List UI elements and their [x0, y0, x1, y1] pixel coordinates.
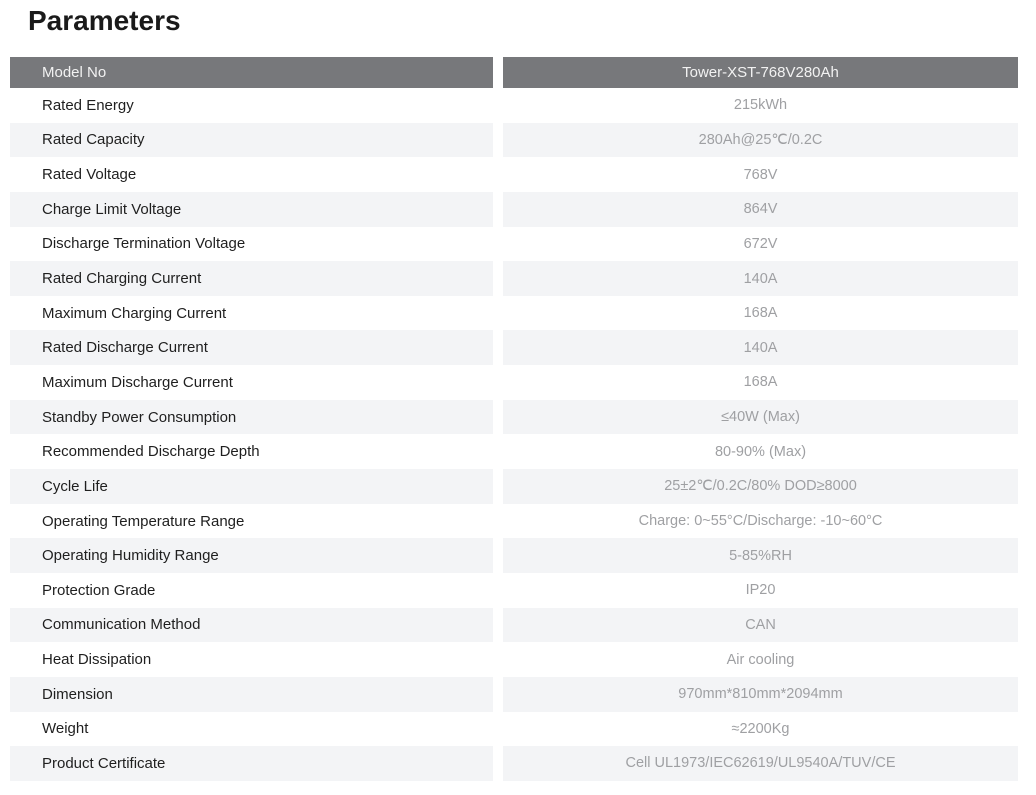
table-row: Cycle Life 25±2℃/0.2C/80% DOD≥8000: [10, 469, 1018, 504]
table-row: Maximum Discharge Current 168A: [10, 365, 1018, 400]
row-label: Recommended Discharge Depth: [42, 443, 260, 461]
table-row: Maximum Charging Current 168A: [10, 295, 1018, 331]
row-label: Communication Method: [10, 607, 493, 643]
row-label: Heat Dissipation: [42, 651, 152, 669]
column-gap: [493, 642, 503, 677]
table-row: Weight ≈2200Kg: [10, 711, 1018, 747]
row-value: 768V: [743, 166, 778, 183]
column-gap: [493, 157, 503, 192]
row-value: 140A: [503, 330, 1018, 366]
row-value: Air cooling: [726, 651, 795, 668]
column-gap: [493, 746, 503, 781]
table-body: Rated Energy 215kWh Rated Capacity 280Ah…: [10, 88, 1018, 781]
column-gap: [493, 330, 503, 366]
column-gap: [493, 88, 503, 123]
row-value: 168A: [743, 374, 778, 391]
row-value: ≈2200Kg: [731, 720, 790, 737]
table-header-row: Model No Tower-XST-768V280Ah: [10, 57, 1018, 88]
row-value: ≤40W (Max): [503, 399, 1018, 435]
table-row: Recommended Discharge Depth 80-90% (Max): [10, 434, 1018, 470]
row-label: Operating Temperature Range: [42, 512, 245, 530]
column-gap: [493, 399, 503, 435]
column-gap: [493, 607, 503, 643]
row-label: Rated Energy: [42, 96, 134, 114]
row-label: Discharge Termination Voltage: [42, 235, 246, 253]
row-value: 168A: [743, 305, 778, 322]
page-title: Parameters: [28, 5, 181, 36]
table-row: Rated Charging Current 140A: [10, 261, 1018, 296]
table-row: Charge Limit Voltage 864V: [10, 191, 1018, 227]
table-row: Rated Energy 215kWh: [10, 88, 1018, 123]
row-label: Maximum Discharge Current: [42, 373, 233, 391]
table-row: Operating Humidity Range 5-85%RH: [10, 538, 1018, 573]
row-label: Protection Grade: [42, 581, 156, 599]
row-label: Standby Power Consumption: [10, 399, 493, 435]
row-value: Cell UL1973/IEC62619/UL9540A/TUV/CE: [503, 746, 1018, 781]
row-value: Charge: 0~55°C/Discharge: -10~60°C: [638, 513, 883, 529]
table-row: Rated Capacity 280Ah@25℃/0.2C: [10, 122, 1018, 158]
row-value: CAN: [503, 607, 1018, 643]
column-gap: [493, 572, 503, 608]
table-row: Discharge Termination Voltage 672V: [10, 226, 1018, 262]
column-gap: [493, 365, 503, 400]
table-row: Product Certificate Cell UL1973/IEC62619…: [10, 746, 1018, 781]
column-gap: [493, 711, 503, 747]
row-label: Weight: [42, 720, 89, 738]
table-row: Protection Grade IP20: [10, 572, 1018, 608]
column-gap: [493, 503, 503, 539]
row-value: 140A: [503, 261, 1018, 296]
column-gap: [493, 57, 503, 88]
row-value: 672V: [743, 235, 778, 252]
row-label: Rated Charging Current: [10, 261, 493, 296]
row-value: 970mm*810mm*2094mm: [503, 676, 1018, 712]
table-row: Dimension 970mm*810mm*2094mm: [10, 676, 1018, 712]
table-row: Heat Dissipation Air cooling: [10, 642, 1018, 677]
row-value: 5-85%RH: [503, 538, 1018, 573]
row-label: Rated Voltage: [42, 166, 137, 184]
row-label: Operating Humidity Range: [10, 538, 493, 573]
row-label: Product Certificate: [10, 746, 493, 781]
row-label: Charge Limit Voltage: [10, 191, 493, 227]
column-gap: [493, 538, 503, 573]
column-gap: [493, 295, 503, 331]
header-value: Tower-XST-768V280Ah: [503, 57, 1018, 88]
row-label: Rated Capacity: [10, 122, 493, 158]
row-label: Dimension: [10, 676, 493, 712]
row-value: 25±2℃/0.2C/80% DOD≥8000: [503, 469, 1018, 504]
header-label: Model No: [10, 57, 493, 88]
row-value: 215kWh: [733, 97, 788, 114]
row-label: Rated Discharge Current: [10, 330, 493, 366]
column-gap: [493, 122, 503, 158]
table-row: Communication Method CAN: [10, 607, 1018, 643]
row-value: 80-90% (Max): [714, 443, 807, 460]
column-gap: [493, 261, 503, 296]
row-value: 864V: [503, 191, 1018, 227]
column-gap: [493, 434, 503, 470]
table-row: Rated Voltage 768V: [10, 157, 1018, 192]
table-row: Operating Temperature Range Charge: 0~55…: [10, 503, 1018, 539]
row-label: Maximum Charging Current: [42, 304, 227, 322]
column-gap: [493, 226, 503, 262]
column-gap: [493, 676, 503, 712]
parameters-table: Model No Tower-XST-768V280Ah Rated Energ…: [10, 57, 1018, 781]
row-value: IP20: [745, 582, 776, 599]
column-gap: [493, 469, 503, 504]
table-row: Rated Discharge Current 140A: [10, 330, 1018, 366]
row-label: Cycle Life: [10, 469, 493, 504]
column-gap: [493, 191, 503, 227]
row-value: 280Ah@25℃/0.2C: [503, 122, 1018, 158]
table-row: Standby Power Consumption ≤40W (Max): [10, 399, 1018, 435]
